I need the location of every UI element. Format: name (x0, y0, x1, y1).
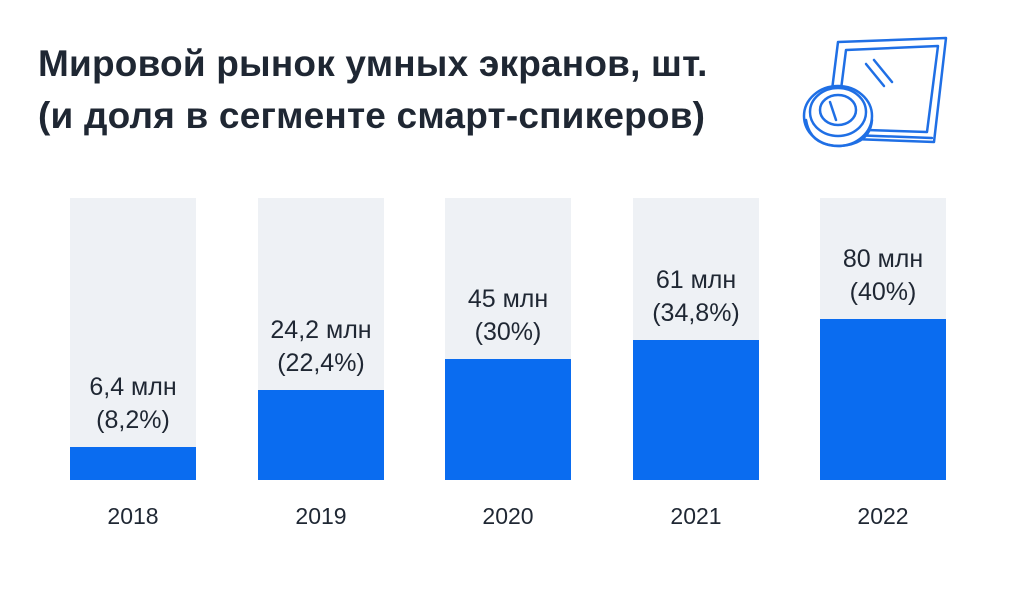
data-label-units: 6,4 млн (89, 373, 177, 401)
smart-display-icon (802, 36, 948, 148)
data-label-share: (8,2%) (96, 406, 170, 434)
data-label: 45 млн (30%) (425, 283, 591, 349)
bar-2022 (820, 319, 946, 480)
tick-label: 2020 (482, 503, 534, 529)
data-label: 61 млн (34,8%) (613, 264, 779, 330)
data-label-units: 80 млн (842, 245, 924, 273)
bar-2020 (445, 359, 571, 480)
tick-label: 2018 (107, 503, 159, 529)
data-label-share: (40%) (849, 278, 917, 306)
chart-title-line1: Мировой рынок умных экранов, шт. (38, 43, 708, 84)
data-label-units: 24,2 млн (270, 316, 372, 344)
chart-title: Мировой рынок умных экранов, шт. (и доля… (38, 38, 708, 142)
bar-track (70, 198, 196, 480)
bar-2021 (633, 340, 759, 480)
bar-2019 (258, 390, 384, 480)
bar-2018 (70, 447, 196, 480)
data-label-units: 61 млн (655, 266, 737, 294)
data-label: 24,2 млн (22,4%) (238, 314, 404, 380)
data-label: 6,4 млн (8,2%) (50, 371, 216, 437)
chart-title-line2: (и доля в сегменте смарт-спикеров) (38, 95, 706, 136)
tick-label: 2019 (295, 503, 347, 529)
data-label-share: (30%) (474, 318, 542, 346)
data-label-share: (34,8%) (652, 299, 740, 327)
data-label: 80 млн (40%) (800, 243, 966, 309)
tick-label: 2021 (670, 503, 722, 529)
data-label-units: 45 млн (467, 285, 549, 313)
tick-label: 2022 (857, 503, 909, 529)
data-label-share: (22,4%) (277, 349, 365, 377)
